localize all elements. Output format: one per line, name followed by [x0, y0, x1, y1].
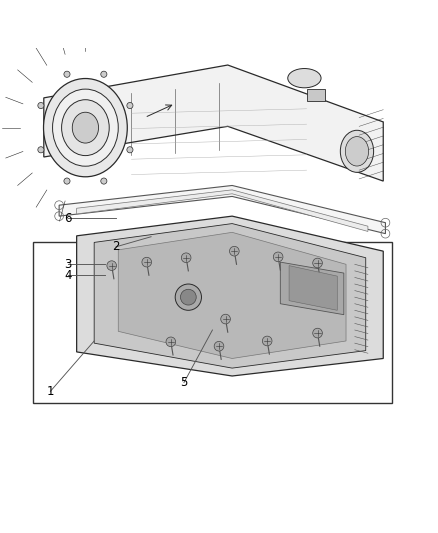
Circle shape — [142, 257, 152, 267]
Circle shape — [313, 328, 322, 338]
Bar — [307, 88, 325, 101]
Text: 2: 2 — [112, 240, 120, 253]
Circle shape — [221, 314, 230, 324]
Circle shape — [313, 258, 322, 268]
Ellipse shape — [72, 112, 99, 143]
Circle shape — [64, 71, 70, 77]
Ellipse shape — [288, 69, 321, 88]
Circle shape — [127, 147, 133, 153]
Text: 6: 6 — [64, 212, 72, 225]
Text: 1: 1 — [46, 385, 54, 398]
Polygon shape — [77, 216, 383, 376]
Text: 5: 5 — [180, 376, 187, 389]
Circle shape — [273, 252, 283, 262]
Circle shape — [180, 289, 196, 305]
Circle shape — [64, 178, 70, 184]
Circle shape — [101, 178, 107, 184]
Ellipse shape — [340, 130, 374, 172]
Polygon shape — [118, 232, 346, 359]
Ellipse shape — [43, 78, 127, 177]
Circle shape — [181, 253, 191, 263]
Circle shape — [214, 342, 224, 351]
Polygon shape — [94, 223, 366, 368]
Circle shape — [262, 336, 272, 346]
Circle shape — [38, 147, 44, 153]
Ellipse shape — [345, 136, 369, 166]
Polygon shape — [77, 190, 368, 231]
Circle shape — [166, 337, 176, 346]
Polygon shape — [289, 265, 337, 310]
Polygon shape — [59, 185, 385, 233]
Circle shape — [175, 284, 201, 310]
Polygon shape — [44, 65, 383, 181]
Circle shape — [101, 71, 107, 77]
Text: 4: 4 — [64, 269, 72, 282]
Polygon shape — [280, 262, 344, 314]
Text: 3: 3 — [64, 258, 71, 271]
Circle shape — [107, 261, 117, 270]
Circle shape — [230, 246, 239, 256]
Circle shape — [38, 102, 44, 109]
Ellipse shape — [62, 100, 109, 156]
Ellipse shape — [53, 89, 118, 166]
Circle shape — [127, 102, 133, 109]
